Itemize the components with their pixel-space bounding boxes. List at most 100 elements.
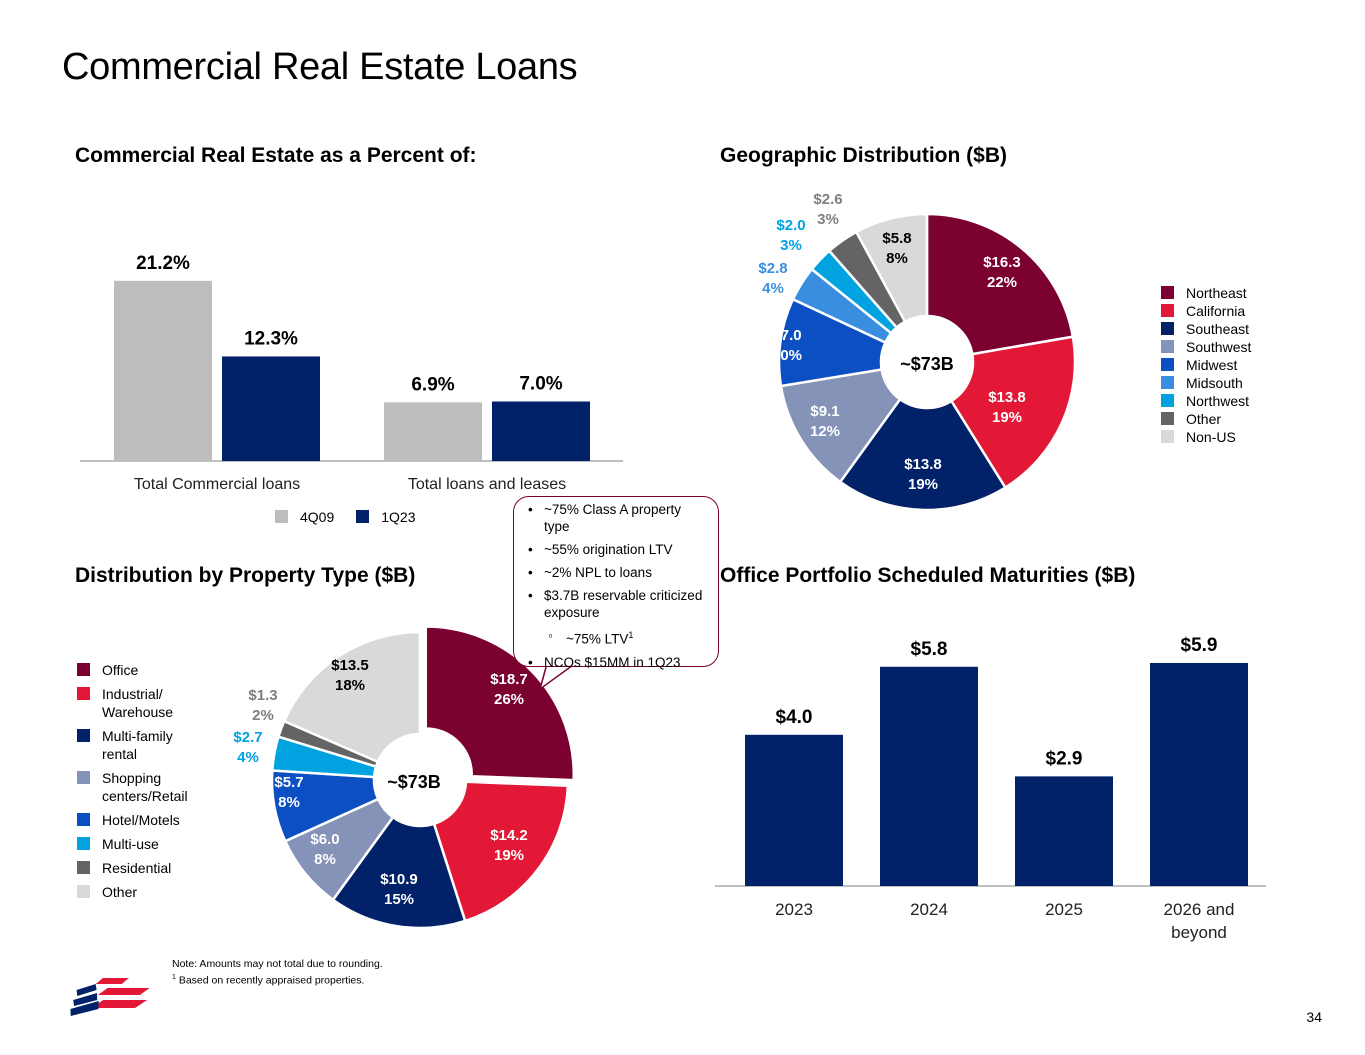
data-label: 21.2% bbox=[136, 253, 190, 274]
callout-bullet: NCOs $15MM in 1Q23 bbox=[526, 654, 710, 671]
callout-bullet: ~75% Class A property type bbox=[526, 501, 710, 535]
legend-label: Non-US bbox=[1186, 429, 1236, 445]
legend-swatch bbox=[77, 663, 90, 676]
data-label: $5.8 bbox=[911, 639, 948, 660]
slice-value: $13.8 bbox=[904, 456, 942, 473]
cre-percent-title: Commercial Real Estate as a Percent of: bbox=[75, 144, 477, 167]
bank-logo-icon bbox=[70, 978, 150, 1016]
slice-label-other: $2.6 3% bbox=[813, 191, 842, 228]
slice-label-midsouth: $2.8 4% bbox=[758, 260, 787, 297]
legend-swatch bbox=[77, 771, 90, 784]
data-label: 12.3% bbox=[244, 328, 298, 349]
legend-label: Industrial/ Warehouse bbox=[102, 686, 174, 720]
legend-label: Northwest bbox=[1186, 393, 1250, 409]
note-footnote: 1 Based on recently appraised properties… bbox=[172, 971, 383, 988]
slice-value: $6.0 bbox=[310, 831, 339, 848]
legend-item-non-us: Non-US bbox=[1161, 428, 1251, 446]
footnote-text: Based on recently appraised properties. bbox=[175, 974, 365, 987]
legend-swatch bbox=[1161, 322, 1174, 335]
data-label: 6.9% bbox=[411, 374, 454, 395]
callout-sub-text: ~75% LTV bbox=[566, 631, 629, 647]
property-type-donut-chart: $18.7 26% $14.2 19% $10.9 15% $6.0 8% $5.7 8% $2.7… bbox=[233, 625, 575, 930]
slice-percent: 19% bbox=[494, 847, 524, 864]
legend-swatch bbox=[1161, 286, 1174, 299]
slice-value: $5.8 bbox=[882, 230, 911, 247]
slice-label-shopping-centers-retail: $6.0 8% bbox=[310, 831, 339, 868]
legend-item-midsouth: Midsouth bbox=[1161, 374, 1251, 392]
legend-item-multi-use: Multi-use bbox=[77, 835, 217, 853]
slice-value: $16.3 bbox=[983, 254, 1021, 271]
slice-multi-family-rental bbox=[331, 815, 467, 930]
legend-item-northeast: Northeast bbox=[1161, 284, 1251, 302]
slice-percent: 18% bbox=[335, 677, 365, 694]
office-maturities-title: Office Portfolio Scheduled Maturities ($… bbox=[720, 564, 1136, 587]
legend-swatch bbox=[1161, 412, 1174, 425]
slice-label-california: $13.8 19% bbox=[988, 389, 1026, 426]
legend-swatch bbox=[1161, 394, 1174, 407]
slice-percent: 4% bbox=[237, 749, 259, 766]
property-callout-box: ~75% Class A property type ~55% originat… bbox=[513, 496, 719, 671]
slice-percent: 8% bbox=[278, 794, 300, 811]
legend-item-northwest: Northwest bbox=[1161, 392, 1251, 410]
legend-item-office: Office bbox=[77, 661, 217, 679]
slice-office bbox=[424, 625, 575, 782]
slice-value: $9.1 bbox=[810, 403, 839, 420]
legend-label: Office bbox=[102, 662, 139, 678]
callout-bullet: ~55% origination LTV bbox=[526, 541, 710, 558]
legend-item-other: Other bbox=[77, 883, 217, 901]
slice-value: $5.7 bbox=[274, 774, 303, 791]
category-label: 2024 bbox=[910, 900, 948, 919]
legend-item-4q09: 4Q09 bbox=[275, 508, 334, 526]
legend-label: Multi-family rental bbox=[102, 728, 173, 762]
legend-label: Midsouth bbox=[1186, 375, 1243, 391]
slice-percent: 4% bbox=[762, 280, 784, 297]
slice-percent: 19% bbox=[908, 476, 938, 493]
slice-value: $2.0 bbox=[776, 217, 805, 234]
legend-item-residential: Residential bbox=[77, 859, 217, 877]
category-label: 2026 and beyond bbox=[1164, 900, 1235, 942]
slice-industrial-warehouse bbox=[432, 780, 570, 923]
legend-swatch bbox=[1161, 376, 1174, 389]
legend-item-southwest: Southwest bbox=[1161, 338, 1251, 356]
legend-label: Northeast bbox=[1186, 285, 1247, 301]
slice-value: $13.8 bbox=[988, 389, 1026, 406]
bar-4q09-total-commercial-loans bbox=[114, 280, 212, 461]
slice-percent: 19% bbox=[992, 409, 1022, 426]
callout-sub-bullet: ~75% LTV1 bbox=[526, 627, 710, 648]
callout-bullet: $3.7B reservable criticized exposure bbox=[526, 587, 710, 621]
legend-swatch bbox=[1161, 358, 1174, 371]
bar-2024 bbox=[880, 666, 978, 886]
slice-percent: 3% bbox=[780, 237, 802, 254]
office-maturities-chart: $4.0 2023 $5.8 2024 $2.9 2025 $5.9 2026 and beyo… bbox=[715, 635, 1266, 942]
note-rounding: Note: Amounts may not total due to round… bbox=[172, 958, 383, 970]
slice-value: $13.5 bbox=[331, 657, 369, 674]
slice-northeast bbox=[925, 212, 1075, 356]
legend-swatch bbox=[77, 687, 90, 700]
bar-2025 bbox=[1015, 776, 1113, 886]
slice-non-us bbox=[854, 212, 929, 324]
bar-2026-and-beyond bbox=[1150, 662, 1248, 886]
slice-label-southwest: $9.1 12% bbox=[810, 403, 840, 440]
legend-swatch bbox=[1161, 340, 1174, 353]
property-type-title: Distribution by Property Type ($B) bbox=[75, 564, 416, 587]
legend-item-california: California bbox=[1161, 302, 1251, 320]
data-label: $5.9 bbox=[1181, 635, 1218, 656]
cre-percent-legend: 4Q09 1Q23 bbox=[275, 508, 416, 526]
slice-label-northwest: $2.0 3% bbox=[776, 217, 805, 254]
geographic-donut-chart: $16.3 22% $13.8 19% $13.8 19% $9.1 12% $7.0 10% $2… bbox=[758, 191, 1077, 512]
slice-percent: 12% bbox=[810, 423, 840, 440]
slice-percent: 10% bbox=[772, 347, 802, 364]
slice-label-hotel-motels: $5.7 8% bbox=[274, 774, 303, 811]
slice-value: $14.2 bbox=[490, 827, 528, 844]
property-type-legend: Office Industrial/ Warehouse Multi-famil… bbox=[77, 661, 217, 907]
legend-swatch bbox=[356, 510, 370, 523]
slice-value: $2.8 bbox=[758, 260, 787, 277]
legend-item-1q23: 1Q23 bbox=[356, 508, 416, 526]
slice-label-multi-use: $2.7 4% bbox=[233, 729, 262, 766]
legend-item-industrial-warehouse: Industrial/ Warehouse bbox=[77, 685, 217, 721]
legend-label: Southwest bbox=[1186, 339, 1252, 355]
legend-swatch bbox=[275, 510, 288, 523]
bar-1q23-total-loans-and-leases bbox=[492, 401, 590, 461]
legend-label: Residential bbox=[102, 860, 172, 876]
slice-value: $1.3 bbox=[248, 687, 277, 704]
